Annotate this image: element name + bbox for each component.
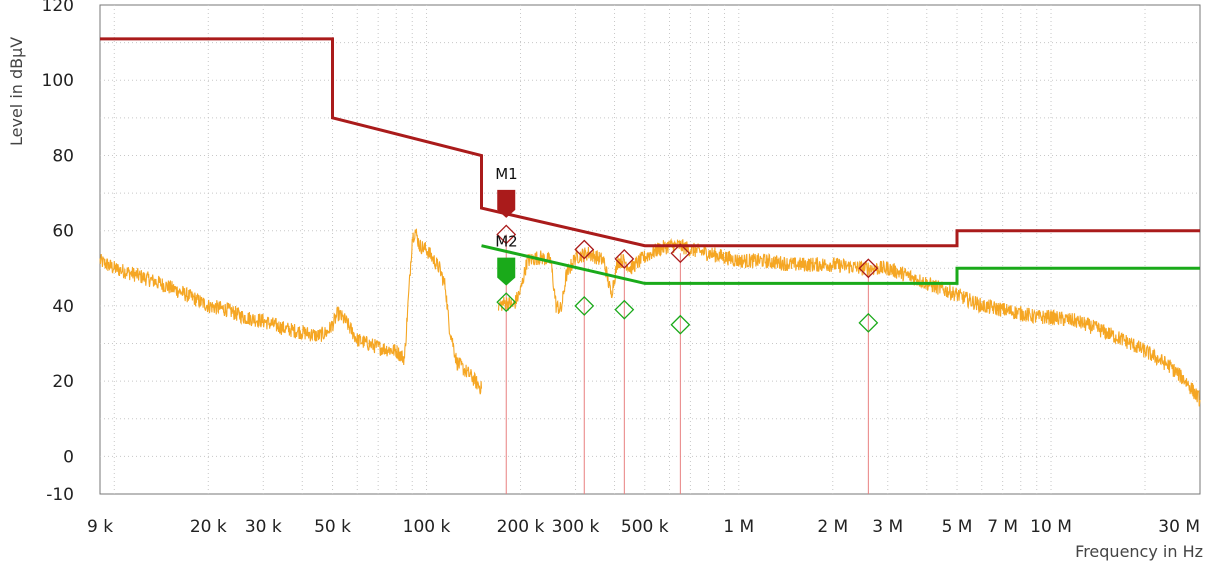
spectrum-line <box>99 228 483 395</box>
x-tick-label: 5 M <box>942 517 973 537</box>
x-tick-label: 2 M <box>817 517 848 537</box>
x-tick-label: 50 k <box>314 517 351 537</box>
qp-diamond-marker <box>496 224 517 245</box>
y-tick-label: 120 <box>42 0 74 16</box>
y-tick-label: 60 <box>52 222 74 242</box>
x-axis-label: Frequency in Hz <box>1075 542 1203 561</box>
x-tick-label: 100 k <box>403 517 451 537</box>
x-tick-label: 10 M <box>1030 517 1072 537</box>
x-tick-label: 500 k <box>621 517 669 537</box>
x-tick-label: 300 k <box>552 517 600 537</box>
limit-line <box>100 37 1200 248</box>
x-tick-label: 7 M <box>987 517 1018 537</box>
x-tick-label: 9 k <box>87 517 113 537</box>
qp-diamond-marker <box>614 248 635 269</box>
y-tick-label: 40 <box>52 297 74 317</box>
markers: M1 M2 <box>495 165 518 286</box>
y-tick-label: 80 <box>52 146 74 166</box>
y-tick-label: 100 <box>42 71 74 91</box>
avg-diamond-marker <box>670 314 691 335</box>
avg-diamond-marker <box>858 312 879 333</box>
y-axis-label: Level in dBµV <box>7 37 26 146</box>
marker-flag <box>497 257 516 286</box>
limit-line <box>481 244 1200 285</box>
measurement-markers <box>496 224 879 335</box>
spectrum-line <box>497 237 1201 407</box>
qp-diamond-marker <box>858 258 879 279</box>
avg-diamond-marker <box>574 296 595 316</box>
y-tick-label: 0 <box>63 447 74 467</box>
spectrum-trace <box>99 228 1201 407</box>
plot-area <box>99 4 1201 495</box>
limit-lines <box>100 37 1200 285</box>
x-tick-label: 1 M <box>723 517 754 537</box>
x-tick-label: 30 M <box>1158 517 1200 537</box>
y-tick-label: 20 <box>52 372 74 392</box>
x-tick-label: 3 M <box>872 517 903 537</box>
marker-label: M2 <box>495 233 517 251</box>
qp-diamond-marker <box>574 239 595 260</box>
avg-diamond-marker <box>614 299 635 320</box>
x-tick-label: 200 k <box>497 517 545 537</box>
marker-label: M1 <box>495 165 517 183</box>
x-tick-labels: 9 k 20 k 30 k 50 k 100 k 200 k 300 k 500 k 1 M 2 … <box>87 517 1200 537</box>
qp-diamond-marker <box>670 243 691 264</box>
y-tick-labels: 120 100 80 60 40 20 0 -10 <box>42 0 74 505</box>
avg-diamond-marker <box>496 292 517 313</box>
marker-flag <box>497 189 516 218</box>
x-tick-label: 30 k <box>245 517 282 537</box>
x-tick-label: 20 k <box>190 517 227 537</box>
y-tick-label: -10 <box>46 485 74 505</box>
